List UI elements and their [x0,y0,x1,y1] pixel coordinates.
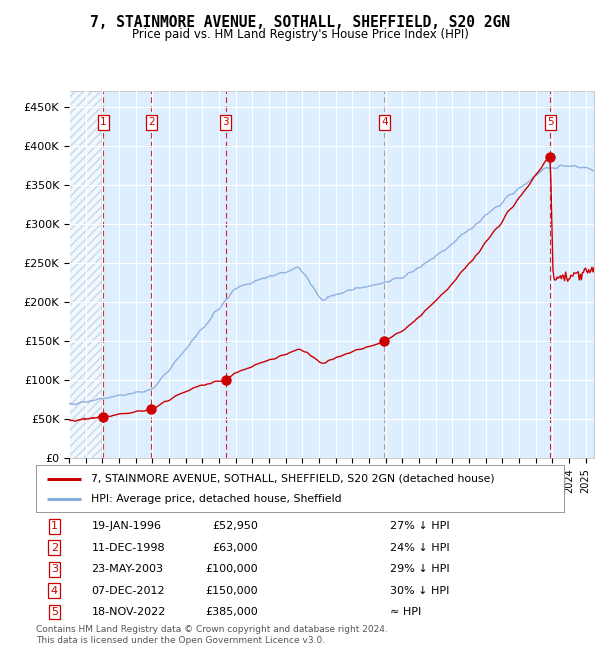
Text: 23-MAY-2003: 23-MAY-2003 [91,564,163,574]
Text: Contains HM Land Registry data © Crown copyright and database right 2024.
This d: Contains HM Land Registry data © Crown c… [36,625,388,645]
Text: 07-DEC-2012: 07-DEC-2012 [91,586,165,595]
Text: 11-DEC-1998: 11-DEC-1998 [91,543,165,552]
Text: 2: 2 [51,543,58,552]
Text: 5: 5 [547,117,554,127]
Text: 1: 1 [51,521,58,531]
Text: £385,000: £385,000 [205,607,258,617]
Text: £52,950: £52,950 [212,521,258,531]
Text: 30% ↓ HPI: 30% ↓ HPI [390,586,449,595]
Bar [69,91,101,458]
Text: 4: 4 [51,586,58,595]
Text: £100,000: £100,000 [205,564,258,574]
Text: 24% ↓ HPI: 24% ↓ HPI [390,543,449,552]
Text: 4: 4 [381,117,388,127]
Text: HPI: Average price, detached house, Sheffield: HPI: Average price, detached house, Shef… [91,494,342,504]
Text: 7, STAINMORE AVENUE, SOTHALL, SHEFFIELD, S20 2GN: 7, STAINMORE AVENUE, SOTHALL, SHEFFIELD,… [90,15,510,30]
Text: 2: 2 [148,117,155,127]
Text: Price paid vs. HM Land Registry's House Price Index (HPI): Price paid vs. HM Land Registry's House … [131,28,469,41]
Text: £63,000: £63,000 [212,543,258,552]
Text: ≈ HPI: ≈ HPI [390,607,421,617]
Text: 3: 3 [222,117,229,127]
Text: 19-JAN-1996: 19-JAN-1996 [91,521,161,531]
Text: 5: 5 [51,607,58,617]
Text: 1: 1 [100,117,106,127]
Text: 3: 3 [51,564,58,574]
Text: 29% ↓ HPI: 29% ↓ HPI [390,564,449,574]
Text: 7, STAINMORE AVENUE, SOTHALL, SHEFFIELD, S20 2GN (detached house): 7, STAINMORE AVENUE, SOTHALL, SHEFFIELD,… [91,473,495,484]
Text: £150,000: £150,000 [205,586,258,595]
Text: 27% ↓ HPI: 27% ↓ HPI [390,521,449,531]
Text: 18-NOV-2022: 18-NOV-2022 [91,607,166,617]
